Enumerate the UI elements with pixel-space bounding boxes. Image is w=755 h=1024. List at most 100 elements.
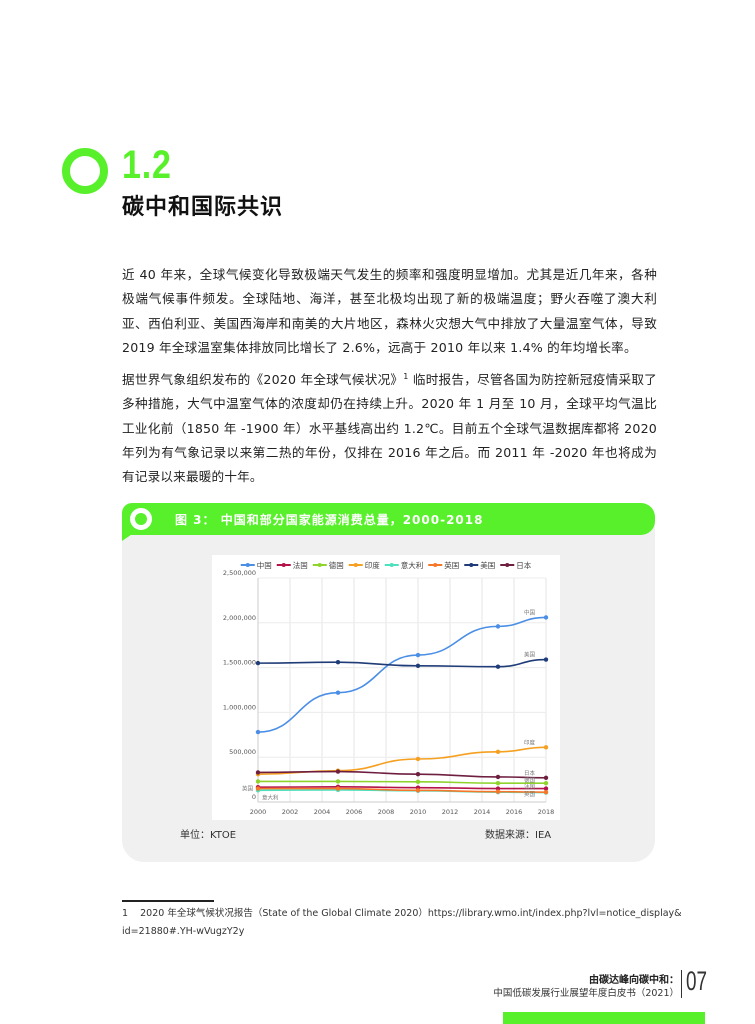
x-tick-label: 2018 (538, 808, 555, 816)
footer-divider (681, 970, 682, 998)
footnote: 1 2020 年全球气候状况报告（State of the Global Cli… (122, 905, 682, 941)
legend-label: 意大利 (401, 560, 424, 570)
data-point-德国 (415, 779, 421, 785)
figure-source: 数据来源：IEA (485, 830, 552, 841)
x-tick-label: 2014 (474, 808, 491, 816)
y-tick-label: 2,500,000 (223, 569, 256, 577)
end-label: 中国 (524, 608, 536, 616)
legend-label: 印度 (365, 560, 380, 570)
end-label: 法国 (524, 783, 536, 791)
data-point-日本 (415, 772, 421, 777)
x-tick-label: 2000 (250, 808, 267, 816)
x-tick-label: 2016 (506, 808, 523, 816)
page-number: 07 (686, 966, 708, 996)
y-tick-label: 2,000,000 (223, 614, 256, 622)
legend-marker (353, 563, 358, 567)
legend-label: 日本 (516, 560, 531, 570)
y-tick-label: 500,000 (229, 748, 256, 756)
paragraph-2-start: 据世界气象组织发布的《2020 年全球气候状况》 (122, 372, 404, 388)
legend-marker (281, 563, 286, 567)
data-point-美国 (255, 660, 261, 666)
data-point-印度 (415, 756, 421, 762)
footnote-divider (122, 900, 214, 902)
x-tick-label: 2002 (282, 808, 299, 816)
data-point-中国 (415, 652, 421, 658)
footer-title: 由碳达峰向碳中和： (589, 975, 679, 986)
legend-label: 德国 (329, 560, 344, 570)
series-line-日本 (257, 770, 547, 779)
paragraph-2-rest: 临时报告，尽管各国为防控新冠疫情采取了多种措施，大气中温室气体的浓度却仍在持续上… (122, 372, 657, 485)
legend-marker (433, 563, 438, 567)
legend-label: 法国 (293, 560, 308, 570)
data-point-美国 (415, 663, 421, 669)
end-label: 美国 (524, 651, 536, 659)
x-tick-label: 2008 (378, 808, 395, 816)
data-point-中国 (543, 615, 549, 620)
x-tick-label: 2006 (346, 808, 363, 816)
data-point-英国 (543, 789, 549, 795)
paragraph-1: 近 40 年来，全球气候变化导致极端天气发生的频率和强度明显增加。尤其是近几年来… (122, 267, 657, 355)
chart-svg: 2000 2002 2004 2006 2008 2010 2012 2014 2016 2018… (223, 560, 555, 816)
data-point-英国 (335, 786, 341, 791)
data-point-中国 (255, 729, 261, 735)
series-line-德国 (258, 780, 546, 784)
data-point-美国 (543, 657, 549, 662)
x-tick-label: 2010 (410, 808, 427, 816)
data-point-日本 (543, 775, 549, 781)
end-label: 日本 (524, 769, 536, 777)
series-line-美国 (257, 658, 547, 668)
section-number: 1.2 (122, 143, 172, 187)
legend-marker (245, 563, 250, 567)
section-title: 碳中和国际共识 (122, 195, 284, 220)
footer-subtitle: 中国低碳发展行业展望年度白皮书（2021） (493, 988, 679, 999)
data-point-英国 (255, 786, 261, 791)
y-tick-label: 1,500,000 (223, 659, 256, 667)
figure-banner (122, 503, 655, 535)
data-point-中国 (335, 690, 341, 695)
legend-label: 美国 (480, 560, 495, 570)
figure-unit: 单位：KTOE (180, 830, 237, 841)
footnote-text[interactable]: 2020 年全球气候状况报告（State of the Global Clima… (122, 908, 682, 937)
y-tick-label: 0 (252, 793, 256, 801)
section-ring-icon (62, 148, 108, 194)
footnote-ref[interactable]: 1 (403, 372, 409, 381)
figure-title: 图 3： 中国和部分国家能源消费总量，2000-2018 (175, 513, 484, 527)
data-point-美国 (335, 660, 341, 665)
legend-marker (317, 563, 322, 567)
data-point-英国 (495, 789, 501, 794)
data-point-美国 (495, 664, 501, 669)
series-line-中国 (257, 616, 547, 733)
legend-marker (505, 563, 510, 567)
legend-marker (389, 563, 394, 567)
data-point-法国 (495, 786, 501, 791)
end-label: 印度 (524, 738, 536, 746)
data-point-德国 (543, 780, 549, 786)
y-tick-label: 1,000,000 (223, 703, 256, 711)
start-label: 英国 (242, 785, 254, 793)
footnote-number: 1 (122, 908, 129, 919)
data-point-德国 (255, 779, 261, 784)
data-point-英国 (415, 788, 421, 793)
end-label: 德国 (524, 776, 536, 784)
series-line-印度 (257, 746, 547, 776)
end-label: 英国 (524, 790, 536, 798)
x-tick-label: 2012 (442, 808, 459, 816)
data-point-印度 (495, 749, 501, 755)
data-point-日本 (495, 774, 501, 780)
figure-ring-icon (130, 508, 152, 530)
start-label: 意大利 (262, 793, 279, 801)
data-point-法国 (543, 786, 549, 791)
data-point-中国 (495, 624, 501, 629)
data-point-德国 (495, 780, 501, 786)
legend-label: 英国 (444, 560, 459, 570)
legend-marker (469, 563, 474, 567)
chart: 2000 2002 2004 2006 2008 2010 2012 2014 2016 2018… (212, 555, 560, 820)
footer-accent-bar (503, 1012, 705, 1024)
data-point-日本 (335, 769, 341, 774)
legend-label: 中国 (257, 560, 272, 570)
data-point-日本 (255, 770, 261, 775)
data-point-印度 (543, 745, 549, 750)
x-tick-label: 2004 (314, 808, 331, 816)
data-point-德国 (335, 779, 341, 784)
paragraph-2: 据世界气象组织发布的《2020 年全球气候状况》1 临时报告，尽管各国为防控新冠… (122, 365, 657, 490)
